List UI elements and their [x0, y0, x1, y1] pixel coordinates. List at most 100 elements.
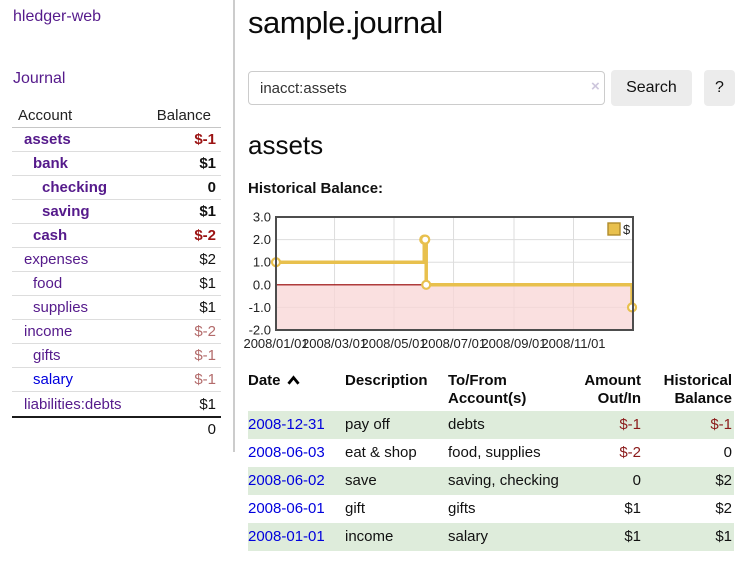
register-date-cell[interactable]: 2008-06-02 [248, 467, 345, 495]
register-date-cell[interactable]: 2008-06-03 [248, 439, 345, 467]
register-description-cell: eat & shop [345, 444, 417, 461]
negative-region [276, 284, 633, 330]
register-accounts-cell: food, supplies [448, 444, 541, 461]
register-row: 2008-06-03 eat & shop food, supplies $-2 0 [248, 439, 734, 467]
account-row: saving $1 [12, 200, 221, 224]
chart-canvas: $3.0 2.0 1.0 0.0 -1.0 -2.02008/01/012008/03/0… [243, 210, 638, 351]
register-header-row: Date Description To/From Account(s) Amou… [248, 371, 734, 411]
account-row: cash $-2 [12, 224, 221, 248]
account-link[interactable]: cash [33, 227, 68, 244]
register-date-cell[interactable]: 2008-12-31 [248, 411, 345, 439]
sort-ascending-icon [286, 375, 300, 385]
y-axis-tick-label: 1.0 [253, 255, 271, 270]
account-link[interactable]: food [33, 275, 63, 292]
account-link[interactable]: checking [42, 179, 108, 196]
account-link[interactable]: income [24, 323, 73, 340]
account-balance: 0 [207, 179, 216, 196]
account-balance: $2 [199, 251, 216, 268]
y-axis-tick-label: 3.0 [253, 210, 271, 225]
account-balance: $-2 [194, 323, 216, 340]
nav-journal-link[interactable]: Journal [13, 70, 66, 87]
account-column-header: Account [18, 107, 73, 124]
register-row: 2008-12-31 pay off debts $-1 $-1 [248, 411, 734, 439]
accounts-total-value: 0 [207, 420, 216, 438]
register-row: 2008-06-01 gift gifts $1 $2 [248, 495, 734, 523]
account-link[interactable]: salary [33, 371, 74, 388]
account-row: gifts $-1 [12, 344, 221, 368]
register-row: 2008-01-01 income salary $1 $1 [248, 523, 734, 551]
account-link[interactable]: liabilities:debts [24, 395, 122, 413]
register-date-cell[interactable]: 2008-01-01 [248, 523, 345, 551]
register-balance-cell: $2 [715, 472, 732, 489]
account-row: checking 0 [12, 176, 221, 200]
register-date-link[interactable]: 2008-01-01 [248, 528, 325, 545]
account-link[interactable]: expenses [24, 251, 89, 268]
account-link[interactable]: saving [42, 203, 90, 220]
register-row: 2008-06-02 save saving, checking 0 $2 [248, 467, 734, 495]
y-axis-tick-label: -2.0 [249, 323, 271, 338]
register-date-cell[interactable]: 2008-06-01 [248, 495, 345, 523]
register-accounts-cell: gifts [448, 500, 476, 517]
app-brand-link[interactable]: hledger-web [13, 8, 102, 25]
account-row: assets $-1 [12, 128, 221, 152]
register-description-cell: income [345, 528, 394, 545]
account-link[interactable]: bank [33, 155, 69, 172]
accounts-total-row: 0 [12, 416, 221, 440]
plot-border [275, 216, 634, 331]
page-title: sample.journal [248, 5, 443, 40]
account-link[interactable]: supplies [33, 299, 89, 316]
account-link[interactable]: gifts [33, 347, 61, 364]
register-header-amount[interactable]: Amount Out/In [584, 372, 641, 407]
register-accounts-cell: debts [448, 416, 485, 433]
account-balance: $1 [199, 203, 216, 220]
search-input[interactable] [248, 71, 606, 105]
help-button[interactable]: ? [703, 70, 735, 106]
register-amount-cell: $1 [624, 528, 641, 545]
account-balance: $-1 [194, 347, 216, 364]
y-axis-tick-label: -1.0 [249, 300, 271, 315]
x-axis-tick-label: 2008/09/01 [481, 336, 546, 351]
search-button[interactable]: Search [611, 70, 692, 106]
register-amount-cell: $1 [624, 500, 641, 517]
accounts-table-header: Account Balance [12, 104, 221, 128]
x-axis-tick-label: 2008/01/01 [243, 336, 308, 351]
account-link[interactable]: assets [24, 131, 71, 148]
account-row: income $-2 [12, 320, 221, 344]
register-balance-cell: 0 [723, 444, 732, 461]
search-form: × Search ? [248, 70, 735, 106]
register-header-balance[interactable]: Historical Balance [663, 372, 732, 407]
account-balance: $-1 [194, 371, 216, 388]
register-amount-cell: 0 [632, 472, 641, 489]
account-row: expenses $2 [12, 248, 221, 272]
register-header-accounts[interactable]: To/From Account(s) [448, 372, 527, 407]
clear-search-icon[interactable]: × [591, 78, 600, 95]
sidebar: hledger-web Journal Account Balance asse… [0, 0, 232, 440]
register-description-cell: pay off [345, 416, 390, 433]
register-date-link[interactable]: 2008-06-01 [248, 500, 325, 517]
register-accounts-cell: salary [448, 528, 489, 545]
register-amount-cell: $-1 [619, 416, 641, 433]
register-header-description[interactable]: Description [345, 372, 428, 389]
register-accounts-cell: saving, checking [448, 472, 559, 489]
account-row: supplies $1 [12, 296, 221, 320]
account-row: salary $-1 [12, 368, 221, 392]
x-axis-tick-label: 2008/03/01 [302, 336, 367, 351]
account-row: food $1 [12, 272, 221, 296]
register-header-date[interactable]: Date [248, 371, 345, 411]
register-date-link[interactable]: 2008-06-03 [248, 444, 325, 461]
x-axis-tick-label: 2008/07/01 [421, 336, 486, 351]
register-description-cell: save [345, 472, 377, 489]
data-point-marker [420, 234, 431, 245]
register-date-link[interactable]: 2008-12-31 [248, 416, 325, 433]
account-row: bank $1 [12, 152, 221, 176]
register-date-link[interactable]: 2008-06-02 [248, 472, 325, 489]
register-balance-cell: $1 [715, 528, 732, 545]
chart-heading: Historical Balance: [248, 180, 384, 197]
account-balance: $-2 [194, 227, 216, 244]
x-axis-tick-label: 2008/05/01 [361, 336, 426, 351]
account-row: liabilities:debts $1 [12, 392, 221, 416]
data-point-marker [421, 279, 432, 290]
y-axis-tick-label: 2.0 [253, 232, 271, 247]
accounts-table: Account Balance assets $-1 bank $1 checking 0… [12, 104, 221, 440]
account-balance: $1 [199, 275, 216, 292]
